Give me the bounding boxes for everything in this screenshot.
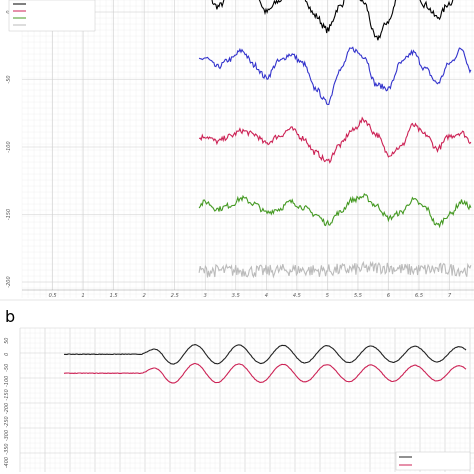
panel-a-series-line-5 (198, 260, 472, 279)
panel-b-y-tick-label: -400 (4, 457, 10, 468)
panel-b-series-line-2 (63, 362, 467, 384)
panel-b-y-tick-label: -300 (4, 430, 10, 441)
panel-a-series-line-2 (198, 46, 472, 106)
panel-a-legend (8, 0, 96, 32)
panel-b-y-tick-label: -150 (4, 389, 10, 400)
panel-a-chart: 0.511.522.533.544.555.566.570-50-100-150… (0, 0, 474, 299)
panel-a-x-tick-label: 7 (448, 293, 452, 299)
panel-a-x-tick-label: 1.5 (110, 293, 118, 299)
panel-a-y-tick-label: -100 (6, 141, 12, 152)
panel-a-x-tick-label: 5 (326, 293, 329, 299)
panel-b-chart: 50 0 -50 -100 -150 -200 -250 -300 -350 -400 (4, 326, 474, 474)
panel-a-x-tick-label: 1 (81, 293, 84, 299)
panel-b-y-tick-label: -200 (4, 403, 10, 414)
panel-a-x-tick-label: 2 (143, 293, 146, 299)
panel-a-background (0, 0, 474, 298)
panel-b-y-tick-label: 0 (4, 353, 10, 356)
panel-a-x-tick-label: 6.5 (415, 293, 423, 299)
panel-b-legend (395, 451, 471, 471)
panel-b-y-tick-label: -250 (4, 416, 10, 427)
panel-b-y-tick-label: -50 (4, 364, 10, 372)
panel-a-x-tick-label: 4.5 (293, 293, 301, 299)
panel-b-background (18, 326, 474, 474)
panel-a-y-tick-label: -150 (6, 209, 12, 220)
panel-b-series-line-1 (63, 344, 467, 365)
panel-b-y-tick-label: -100 (4, 376, 10, 387)
panel-b-y-tick-label: 50 (4, 338, 10, 344)
panel-a-x-tick-label: 3 (204, 293, 207, 299)
panel-a-x-tick-label: 3.5 (232, 293, 240, 299)
panel-b-series (63, 344, 467, 384)
panel-a-x-tick-label: 5.5 (354, 293, 362, 299)
panel-a-axes: 0.511.522.533.544.555.566.570-50-100-150… (6, 10, 474, 299)
panel-a-series-line-3 (198, 116, 472, 164)
panel-b-y-tick-label: -350 (4, 443, 10, 454)
panel-a-series-line-4 (198, 193, 472, 229)
panel-a-series (198, 0, 472, 279)
panel-a-x-tick-label: 2.5 (171, 293, 179, 299)
panel-b-letter: b (5, 307, 15, 326)
panel-a-y-tick-label: -200 (6, 276, 12, 287)
panel-a-x-tick-label: 6 (387, 293, 390, 299)
panel-a-series-line-1 (211, 0, 454, 41)
panel-b-axes: 50 0 -50 -100 -150 -200 -250 -300 -350 -400 (4, 338, 10, 469)
panel-a-x-tick-label: 4 (265, 293, 268, 299)
panel-a-y-tick-label: -50 (6, 75, 12, 83)
panel-a-x-tick-label: 0.5 (49, 293, 57, 299)
panel-a-grid (21, 0, 474, 298)
